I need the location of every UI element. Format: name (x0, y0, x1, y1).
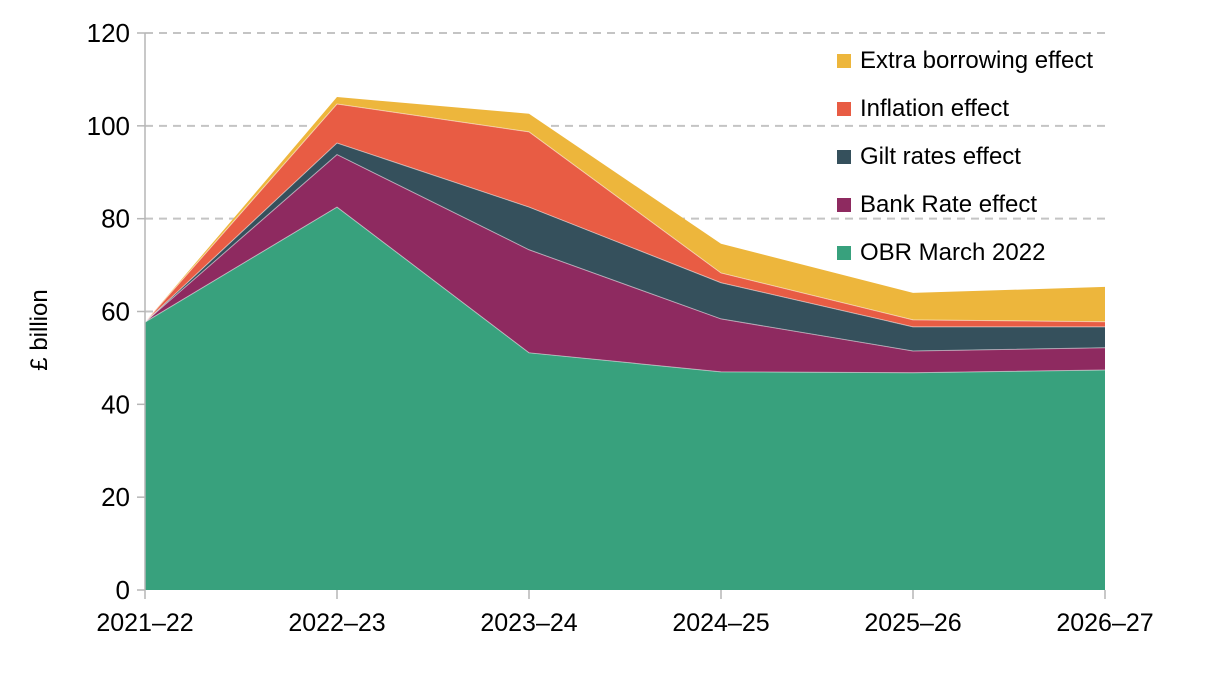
x-tick-label: 2024–25 (672, 609, 769, 637)
area-series-inflation-effect (145, 104, 1105, 327)
area-series-extra-borrowing-effect (145, 97, 1105, 323)
band-separator (144, 206, 1106, 374)
x-tick-label: 2022–23 (288, 609, 385, 637)
legend-item-inflation-effect: Inflation effect (837, 95, 1093, 123)
band-separator (144, 154, 1106, 352)
y-axis-title: £ billion (26, 289, 53, 371)
x-tick-label: 2023–24 (480, 609, 577, 637)
legend-swatch-icon (837, 198, 851, 212)
y-tick-label: 60 (101, 297, 130, 327)
area-series-bank-rate-effect (145, 154, 1105, 373)
area-series-gilt-rates-effect (145, 143, 1105, 351)
band-separator (144, 103, 1106, 323)
x-tick-label: 2025–26 (864, 609, 961, 637)
legend-label: OBR March 2022 (860, 239, 1046, 266)
y-tick-label: 0 (116, 575, 130, 605)
area-series-obr-march-2022 (145, 207, 1105, 590)
y-tick-label: 40 (101, 389, 130, 419)
band-separator (144, 142, 1105, 328)
legend-item-obr-march-2022: OBR March 2022 (837, 239, 1093, 267)
y-tick-label: 120 (87, 18, 130, 48)
legend-label: Extra borrowing effect (860, 47, 1094, 74)
legend-item-extra-borrowing-effect: Extra borrowing effect (837, 47, 1093, 75)
legend-label: Inflation effect (860, 95, 1009, 122)
y-tick-label: 100 (87, 111, 130, 141)
legend-label: Bank Rate effect (860, 191, 1037, 218)
legend-swatch-icon (837, 150, 851, 164)
y-tick-label: 80 (101, 204, 130, 234)
x-tick-label: 2021–22 (96, 609, 193, 637)
legend-item-gilt-rates-effect: Gilt rates effect (837, 143, 1093, 171)
legend-swatch-icon (837, 54, 851, 68)
y-tick-label: 20 (101, 482, 130, 512)
legend-item-bank-rate-effect: Bank Rate effect (837, 191, 1093, 219)
x-tick-label: 2026–27 (1056, 609, 1153, 637)
legend-swatch-icon (837, 246, 851, 260)
legend: Extra borrowing effect Inflation effect … (837, 47, 1093, 287)
legend-swatch-icon (837, 102, 851, 116)
legend-label: Gilt rates effect (860, 143, 1021, 170)
